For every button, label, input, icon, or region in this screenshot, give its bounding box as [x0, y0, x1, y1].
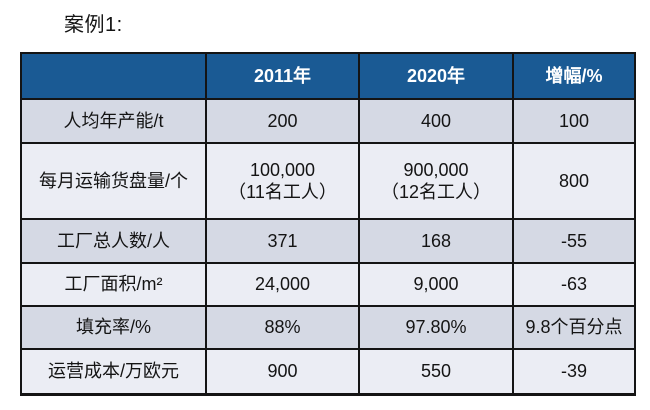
cell-growth: -55	[512, 218, 636, 264]
row-label: 每月运输货盘量/个	[20, 142, 207, 220]
cell-2020: 400	[358, 98, 514, 144]
cell-2011: 371	[205, 218, 360, 264]
table-row-staff: 工厂总人数/人 371 168 -55	[20, 218, 636, 264]
table-row-operating-cost: 运营成本/万欧元 900 550 -39	[20, 348, 636, 395]
row-label: 工厂面积/m²	[20, 262, 207, 307]
cell-growth: 100	[512, 98, 636, 144]
cell-2020: 550	[358, 348, 514, 395]
cell-2020-note: （12名工人）	[380, 182, 492, 202]
row-label: 工厂总人数/人	[20, 218, 207, 264]
cell-2011: 24,000	[205, 262, 360, 307]
cell-growth: 9.8个百分点	[512, 305, 636, 350]
cell-2020: 900,000 （12名工人）	[358, 142, 514, 220]
table-row-pallets: 每月运输货盘量/个 100,000 （11名工人） 900,000 （12名工人…	[20, 142, 636, 220]
row-label: 人均年产能/t	[20, 98, 207, 144]
cell-2011: 200	[205, 98, 360, 144]
case-comparison-table: 2011年 2020年 增幅/% 人均年产能/t 200 400 100 每月运…	[20, 52, 636, 396]
cell-2011-value: 100,000	[249, 159, 316, 180]
cell-growth: -39	[512, 348, 636, 395]
header-cell-growth: 增幅/%	[512, 52, 636, 100]
cell-2020: 97.80%	[358, 305, 514, 350]
table-row-area: 工厂面积/m² 24,000 9,000 -63	[20, 262, 636, 307]
cell-2020: 168	[358, 218, 514, 264]
header-cell-empty	[20, 52, 207, 100]
cell-2011-note: （11名工人）	[228, 182, 337, 202]
header-cell-2020: 2020年	[358, 52, 514, 100]
cell-growth: -63	[512, 262, 636, 307]
header-cell-2011: 2011年	[205, 52, 360, 100]
table-row-fill-rate: 填充率/% 88% 97.80% 9.8个百分点	[20, 305, 636, 350]
row-label: 运营成本/万欧元	[20, 348, 207, 395]
cell-2011: 100,000 （11名工人）	[205, 142, 360, 220]
cell-2020-value: 900,000	[403, 159, 469, 180]
table-header-row: 2011年 2020年 增幅/%	[20, 52, 636, 100]
cell-2011: 88%	[205, 305, 360, 350]
table-row-capacity: 人均年产能/t 200 400 100	[20, 98, 636, 144]
row-label: 填充率/%	[20, 305, 207, 350]
cell-growth: 800	[512, 142, 636, 220]
cell-2020: 9,000	[358, 262, 514, 307]
cell-2011: 900	[205, 348, 360, 395]
case-title: 案例1:	[64, 14, 123, 36]
